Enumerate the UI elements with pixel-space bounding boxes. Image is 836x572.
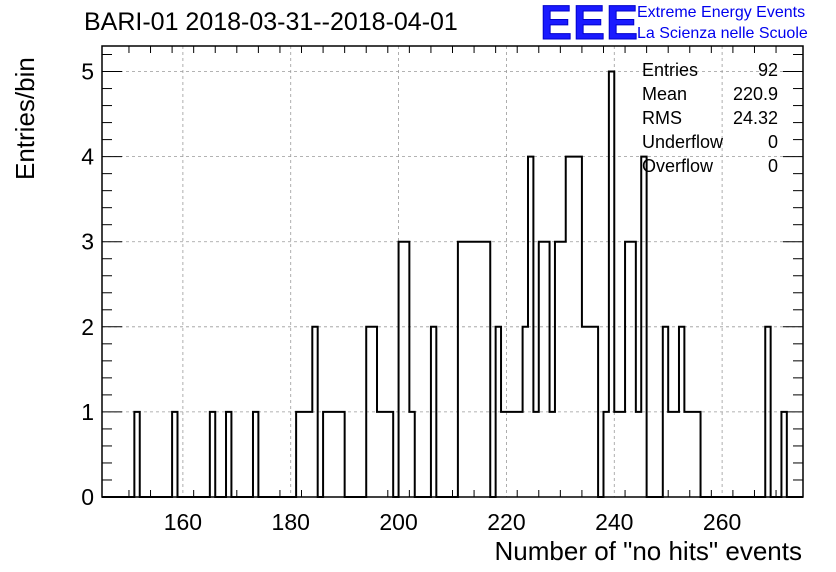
- histogram-bin: [334, 412, 339, 497]
- stat-value: 92: [757, 60, 778, 80]
- histogram-bin: [636, 412, 641, 497]
- histogram-bin: [382, 412, 387, 497]
- stat-label: Entries: [642, 60, 699, 80]
- stat-underflow: Underflow 0: [642, 131, 778, 155]
- stat-overflow: Overflow 0: [642, 155, 778, 179]
- y-tick-label: 0: [81, 484, 94, 510]
- histogram-bin: [512, 412, 517, 497]
- x-tick-label: 160: [164, 509, 202, 535]
- histogram-bin: [690, 412, 695, 497]
- histogram-bin: [517, 412, 522, 497]
- histogram-bin: [614, 412, 619, 497]
- histogram-bin: [463, 242, 468, 497]
- histogram-bin: [560, 242, 565, 497]
- stat-value: 220.9: [732, 84, 778, 104]
- histogram-bin: [328, 412, 333, 497]
- axis-ticks: [102, 46, 803, 498]
- histogram-bin: [674, 412, 679, 497]
- histogram-bin: [571, 157, 576, 497]
- histogram-bin: [469, 242, 474, 497]
- histogram-bin: [302, 412, 307, 497]
- stat-label: Underflow: [642, 132, 724, 152]
- y-tick-label: 4: [81, 144, 94, 170]
- stat-label: Mean: [642, 84, 688, 104]
- stats-box: Entries 92 Mean 220.9 RMS 24.32 Underflo…: [642, 59, 778, 179]
- y-tick-label: 5: [81, 59, 94, 85]
- stat-entries: Entries 92: [642, 59, 778, 83]
- histogram-bin: [550, 412, 555, 497]
- x-axis-label: Number of "no hits" events: [494, 536, 803, 566]
- histogram-bin: [479, 242, 484, 497]
- stat-mean: Mean 220.9: [642, 83, 778, 107]
- histogram-bin: [307, 412, 312, 497]
- x-tick-label: 220: [487, 509, 525, 535]
- eee-logo: EEE: [539, 0, 640, 50]
- stat-label: Overflow: [642, 156, 714, 176]
- x-tick-label: 260: [703, 509, 741, 535]
- stat-value: 0: [767, 132, 778, 152]
- stat-rms: RMS 24.32: [642, 107, 778, 131]
- chart-title: BARI-01 2018-03-31--2018-04-01: [84, 8, 458, 36]
- tick-labels: 160 180 200 220 240 260 0 1 2 3 4 5: [81, 59, 741, 535]
- stat-value: 0: [767, 156, 778, 176]
- stat-value: 24.32: [732, 108, 778, 128]
- histogram-bin: [474, 242, 479, 497]
- histogram-outline: [102, 70, 803, 498]
- x-tick-label: 240: [595, 509, 633, 535]
- x-tick-label: 200: [379, 509, 417, 535]
- y-tick-label: 1: [81, 399, 94, 425]
- y-tick-label: 3: [81, 229, 94, 255]
- histogram-bin: [668, 412, 673, 497]
- histogram-bin: [377, 412, 382, 497]
- histogram-bin: [684, 412, 689, 497]
- histogram-bin: [587, 327, 592, 497]
- y-axis-label: Entries/bin: [10, 57, 40, 180]
- histogram-bin: [501, 412, 506, 497]
- y-tick-label: 2: [81, 314, 94, 340]
- x-tick-label: 180: [272, 509, 310, 535]
- histogram-bin: [620, 412, 625, 497]
- histogram-bin: [506, 412, 511, 497]
- stat-label: RMS: [642, 108, 682, 128]
- brand-line-2: La Scienza nelle Scuole: [637, 25, 808, 42]
- histogram-bin: [533, 412, 538, 497]
- brand-line-1: Extreme Energy Events: [637, 4, 806, 21]
- histogram-bin: [582, 327, 587, 497]
